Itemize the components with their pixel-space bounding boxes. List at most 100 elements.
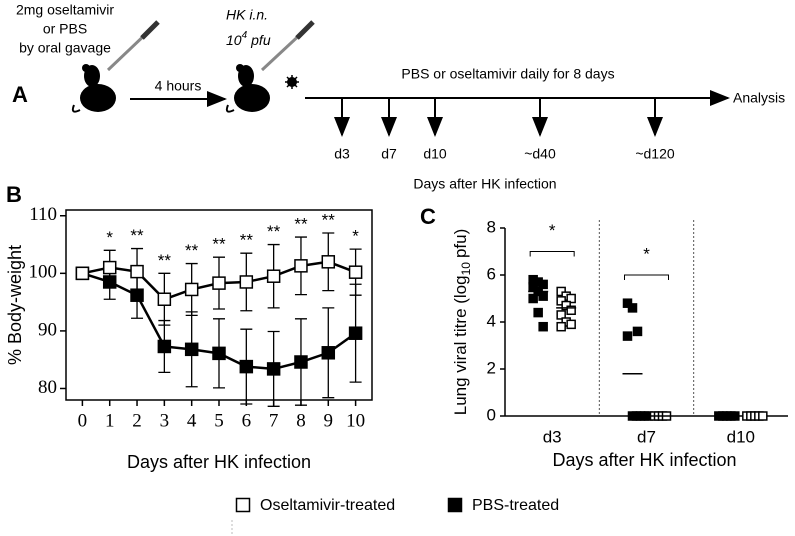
significance-label: * [549, 221, 556, 240]
y-label-part: pfu) [451, 229, 470, 258]
panel-c: C 0 2 4 6 8 d3 d7 d10 Lung viral titre (log10 pfu)… [420, 204, 788, 470]
data-point [538, 291, 548, 301]
data-point [321, 346, 336, 360]
mouse-icon [71, 20, 160, 113]
data-point [102, 275, 117, 289]
y-tick-label: 6 [487, 264, 496, 283]
x-axis-label: Days after HK infection [552, 450, 736, 470]
y-tick-label: 110 [29, 204, 57, 225]
y-axis-label: % Body-weight [5, 245, 25, 365]
data-point [212, 276, 226, 290]
panel-label: C [420, 204, 436, 229]
data-point [157, 292, 172, 306]
timeline-label: Days after HK infection [413, 176, 556, 192]
significance-bracket [529, 251, 575, 257]
legend-swatch [235, 497, 251, 513]
data-point [566, 305, 576, 315]
data-point [632, 326, 643, 337]
timepoint-label: ~d40 [524, 146, 556, 162]
x-tick-label: 9 [324, 410, 334, 431]
x-tick-label: d10 [727, 427, 755, 446]
dose-base: 10 [226, 32, 242, 48]
data-point [538, 279, 548, 290]
significance-label: * [643, 244, 650, 263]
data-point [730, 411, 740, 421]
data-point [157, 339, 172, 354]
schematic: A 2mg oseltamivir or PBS by oral gavage … [12, 2, 785, 192]
data-point [566, 293, 576, 304]
significance-label: ** [240, 231, 254, 250]
significance-label: * [106, 228, 113, 247]
y-tick-label: 80 [38, 377, 57, 398]
significance-label: ** [322, 211, 336, 230]
data-point [622, 331, 633, 341]
x-tick-label: 0 [78, 410, 88, 431]
data-point [566, 319, 576, 330]
legend-swatch [447, 497, 463, 513]
timepoint-label: ~d120 [635, 146, 675, 162]
data-point [102, 260, 117, 275]
x-tick-label: 5 [214, 410, 224, 431]
timepoint-label: d3 [334, 146, 350, 162]
data-point [348, 326, 363, 340]
significance-label: ** [158, 251, 172, 270]
end-text: Analysis [733, 90, 785, 106]
legend-label: PBS-treated [472, 497, 559, 514]
legend-label: Oseltamivir-treated [260, 497, 395, 514]
data-point [239, 359, 254, 374]
data-point [266, 362, 281, 376]
timepoint-label: d10 [423, 146, 447, 162]
data-point [294, 259, 308, 273]
data-point [75, 266, 90, 281]
y-label-part: Lung viral titre (log [451, 275, 470, 415]
data-point [758, 411, 768, 421]
dose-text: 104 pfu [226, 30, 271, 48]
y-tick-label: 100 [29, 262, 58, 283]
delay-text: 4 hours [155, 78, 202, 94]
y-label-sub: 10 [459, 262, 473, 276]
data-point [212, 346, 226, 361]
significance-label: ** [212, 235, 226, 254]
significance-label: ** [185, 241, 199, 260]
data-point [348, 265, 363, 279]
data-point [321, 255, 336, 269]
infection-text: HK i.n. [226, 7, 268, 23]
x-tick-label: 4 [187, 410, 197, 431]
x-tick-label: 7 [269, 410, 279, 431]
data-point [130, 264, 144, 279]
panel-b: B 80 90 100 110 0 1 2 3 4 5 6 7 8 9 10 Days after HK inf… [5, 182, 373, 472]
y-tick-label: 90 [38, 319, 57, 340]
timepoints: d3 d7 d10 ~d40 ~d120 [334, 99, 675, 162]
y-tick-label: 4 [487, 311, 496, 330]
timepoint-label: d7 [381, 146, 397, 162]
data-point [528, 293, 538, 304]
significance-label: ** [130, 226, 144, 245]
x-tick-label: 8 [296, 410, 306, 431]
data-point [538, 321, 548, 332]
dose-unit: pfu [250, 32, 271, 48]
treatment-text: or PBS [43, 21, 87, 37]
data-point [533, 307, 543, 318]
data-point [239, 275, 254, 289]
data-point [556, 321, 566, 332]
data-point [294, 355, 308, 369]
data-point [556, 310, 566, 320]
data-point [130, 288, 144, 302]
y-axis-label: Lung viral titre (log10 pfu) [451, 229, 473, 416]
regimen-text: PBS or oseltamivir daily for 8 days [401, 66, 614, 82]
legend: Oseltamivir-treated PBS-treated [231, 497, 559, 536]
x-tick-label: d3 [543, 427, 562, 446]
y-tick-label: 8 [487, 217, 496, 236]
x-tick-label: 6 [242, 410, 252, 431]
significance-bracket [624, 274, 669, 280]
x-tick-label: 3 [160, 410, 170, 431]
treatment-text: by oral gavage [19, 40, 111, 56]
significance-label: ** [267, 222, 281, 241]
significance-label: * [352, 227, 359, 246]
panel-label: A [12, 82, 28, 107]
x-tick-label: 10 [346, 410, 365, 431]
dose-exponent: 4 [242, 30, 248, 41]
data-point [184, 282, 199, 297]
mouse-icon [225, 20, 315, 113]
